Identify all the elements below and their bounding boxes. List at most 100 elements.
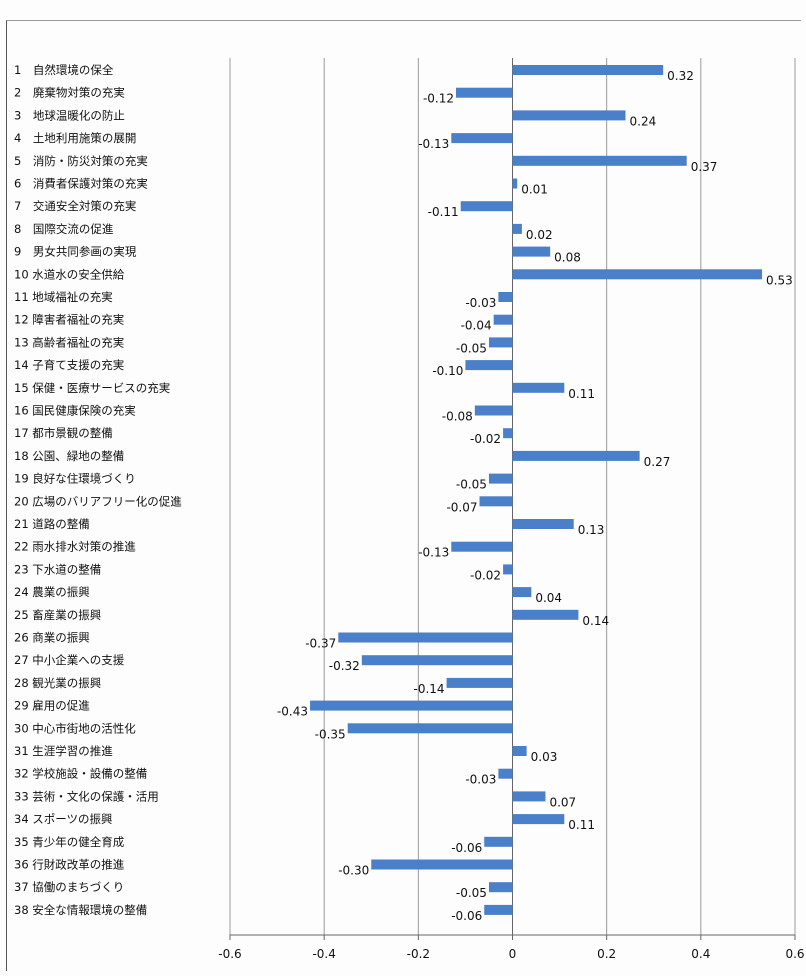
category-label: 29 雇用の促進 [14, 699, 90, 713]
category-label: 35 青少年の健全育成 [14, 835, 125, 849]
bar [484, 836, 513, 847]
bar [451, 541, 513, 552]
bar [512, 110, 626, 121]
category-label: 33 芸術・文化の保護・活用 [14, 789, 159, 803]
value-label: 0.32 [667, 69, 694, 83]
value-label: 0.53 [766, 273, 793, 287]
category-label: 37 協働のまちづくり [14, 880, 124, 894]
bar [512, 223, 522, 234]
value-label: 0.04 [535, 591, 562, 605]
value-label: -0.06 [451, 909, 482, 923]
category-label: 12 障害者福祉の充実 [14, 313, 124, 327]
bar [484, 904, 513, 915]
bar [451, 133, 513, 144]
category-label: 2 廃棄物対策の充実 [14, 86, 125, 100]
bar [446, 677, 513, 688]
bar [347, 723, 513, 734]
category-label: 21 道路の整備 [14, 517, 90, 531]
x-tick-label: 0.4 [691, 947, 710, 961]
value-label: 0.14 [582, 614, 609, 628]
category-label: 22 雨水排水対策の推進 [14, 540, 136, 554]
bar [512, 246, 551, 257]
value-label: -0.12 [423, 92, 454, 106]
value-label: 0.03 [531, 750, 558, 764]
category-label: 7 交通安全対策の充実 [14, 199, 136, 213]
x-tick-label: -0.2 [407, 947, 430, 961]
category-label: 25 畜産業の振興 [14, 608, 101, 622]
bar [512, 178, 518, 189]
value-label: -0.10 [432, 364, 463, 378]
value-label: -0.04 [461, 319, 492, 333]
value-label: -0.05 [456, 341, 487, 355]
bar [310, 700, 513, 711]
category-label: 4 土地利用施策の展開 [14, 131, 136, 145]
bar [479, 496, 513, 507]
bar [512, 155, 687, 166]
value-label: -0.13 [418, 137, 449, 151]
category-label: 17 都市景観の整備 [14, 426, 113, 440]
value-label: -0.07 [446, 500, 477, 514]
category-label: 14 子育て支援の充実 [14, 358, 124, 372]
category-label: 3 地球温暖化の防止 [14, 108, 125, 122]
bar [512, 814, 565, 825]
bar [512, 450, 640, 461]
value-label: -0.02 [470, 432, 501, 446]
category-label: 31 生涯学習の推進 [14, 744, 113, 758]
value-label: -0.08 [442, 410, 473, 424]
category-label: 36 行財政改革の推進 [14, 858, 125, 872]
value-label: 0.24 [630, 114, 657, 128]
category-label: 24 農業の振興 [14, 585, 90, 599]
value-label: 0.07 [549, 795, 576, 809]
value-label: -0.14 [414, 682, 445, 696]
value-label: 0.08 [554, 251, 581, 265]
x-tick-label: -0.6 [218, 947, 241, 961]
value-label: -0.05 [456, 478, 487, 492]
category-label: 34 スポーツの振興 [14, 812, 113, 826]
bar [488, 473, 513, 484]
bar [512, 609, 579, 620]
category-label: 16 国民健康保険の充実 [14, 404, 136, 418]
category-label: 5 消防・防災対策の充実 [14, 154, 148, 168]
value-label: -0.32 [329, 659, 360, 673]
category-label: 32 学校施設・設備の整備 [14, 767, 147, 781]
category-label: 27 中小企業への支援 [14, 653, 125, 667]
value-label: -0.13 [418, 546, 449, 560]
bar [498, 768, 513, 779]
bars [310, 65, 763, 915]
value-label: -0.11 [428, 205, 459, 219]
x-tick-label: 0 [509, 947, 517, 961]
bar [488, 882, 513, 893]
value-label: -0.43 [277, 705, 308, 719]
category-label: 1 自然環境の保全 [14, 63, 114, 77]
value-labels: 0.32 -0.12 0.24 -0.13 0.37 0.01 -0.11 0.020.08 0… [277, 69, 793, 923]
value-label: -0.06 [451, 841, 482, 855]
grid-lines [229, 58, 796, 940]
bar [474, 405, 513, 416]
value-label: 0.01 [521, 183, 548, 197]
bar [361, 655, 513, 666]
bar [371, 859, 513, 870]
bar [488, 337, 513, 348]
bar [512, 65, 664, 75]
value-label: 0.37 [691, 160, 718, 174]
value-label: 0.02 [526, 228, 553, 242]
bar [512, 746, 527, 756]
category-label: 8 国際交流の促進 [14, 222, 114, 236]
value-label: 0.11 [568, 387, 595, 401]
value-label: -0.37 [305, 637, 336, 651]
category-label: 26 商業の振興 [14, 631, 90, 645]
value-label: -0.03 [465, 773, 496, 787]
category-label: 11 地域福祉の充実 [14, 290, 113, 304]
category-label: 6 消費者保護対策の充実 [14, 177, 148, 191]
category-label: 13 高齢者福祉の充実 [14, 335, 124, 349]
chart-frame [6, 20, 801, 971]
category-label: 30 中心市街地の活性化 [14, 721, 136, 735]
category-label: 28 観光業の振興 [14, 676, 101, 690]
bar [493, 314, 513, 325]
bar [503, 564, 513, 575]
category-label: 23 下水道の整備 [14, 562, 101, 576]
x-tick-label: -0.4 [312, 947, 335, 961]
x-tick-labels: -0.6 -0.4 -0.2 0 0.2 0.4 0.6 [218, 947, 804, 961]
value-label: 0.27 [644, 455, 671, 469]
